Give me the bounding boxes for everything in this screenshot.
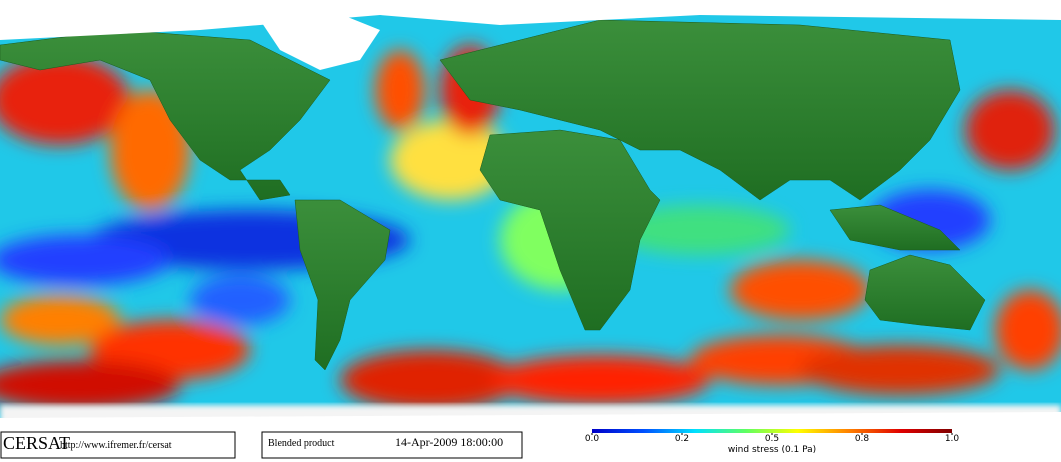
footer: CERSAT http://www.ifremer.fr/cersat Blen… [0,430,1061,462]
colorbar-tick-label: 1.0 [945,434,960,444]
logo-box [0,431,236,459]
colorbar-label: wind stress (0.1 Pa) [728,445,816,455]
colorbar-tick-label: 0.0 [585,434,600,444]
product: Blended product [268,438,335,449]
date: 14-Apr-2009 18:00:00 [395,435,503,449]
colorbar-tick-label: 0.5 [765,434,779,444]
colorbar-tick-label: 0.2 [675,434,689,444]
logo: CERSAT [3,433,70,453]
colorbar: 0.0 0.2 0.5 0.8 1.0 [585,429,960,444]
colorbar-tick-label: 0.8 [855,434,870,444]
info-box [261,431,523,459]
colorbar-bar [592,429,952,433]
ice [0,0,1061,430]
url: http://www.ifremer.fr/cersat [60,440,172,451]
land [0,19,986,371]
